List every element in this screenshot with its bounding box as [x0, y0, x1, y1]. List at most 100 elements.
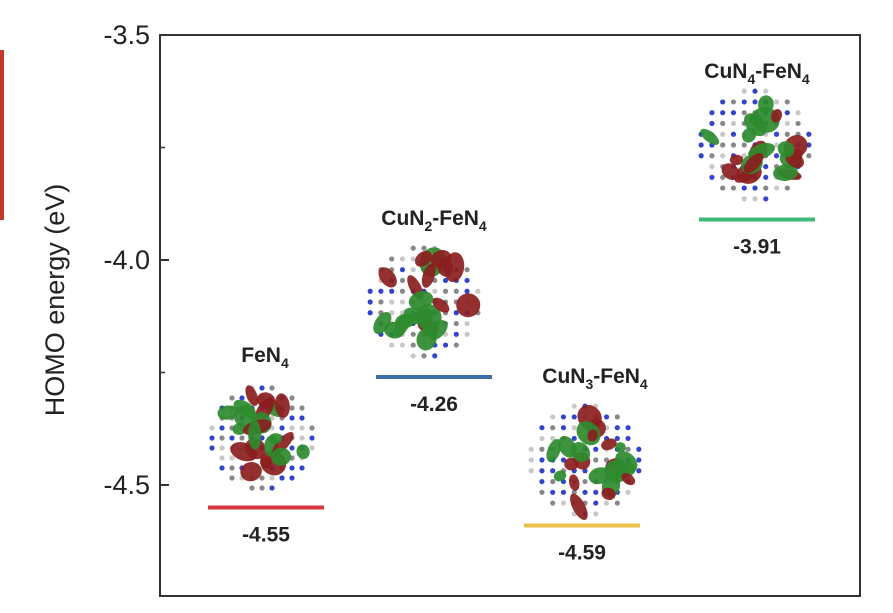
orbital-lobe-negative [743, 153, 764, 174]
orbital-lobe-positive [749, 113, 763, 127]
atom-dot [784, 120, 790, 127]
atom-dot [730, 110, 737, 116]
atom-dot [752, 196, 758, 202]
atom-dot [410, 245, 416, 251]
orbital-lobe-negative [568, 474, 580, 491]
atom-dot [773, 185, 780, 191]
atom-dot [720, 174, 726, 180]
atom-dot [720, 120, 726, 127]
atom-dot [763, 185, 769, 191]
orbital-lobe-positive [248, 419, 262, 450]
atom-dot [550, 478, 556, 485]
atom-dot [625, 425, 631, 431]
atom-dot [249, 485, 255, 491]
atom-dot [560, 500, 567, 506]
atom-dot [720, 99, 726, 105]
atom-dot [795, 120, 801, 127]
atom-dot [614, 414, 620, 420]
atom-dot [720, 131, 726, 137]
orbital-lobe-positive [394, 313, 411, 337]
orbital-lobe-negative [721, 163, 740, 181]
atom-dot [741, 153, 747, 159]
atom-dot [784, 185, 790, 191]
atom-dot [399, 267, 406, 273]
orbital-lobe-negative [564, 457, 579, 471]
y-tick-label: -4.0 [103, 245, 150, 275]
atom-dot [582, 468, 588, 474]
atom-dot [432, 288, 438, 294]
atom-dot [219, 465, 225, 471]
atom-dot [219, 445, 225, 451]
atom-dot [730, 131, 737, 137]
atom-dot [399, 342, 406, 348]
atom-dot [389, 256, 395, 262]
atom-dot [289, 445, 295, 451]
atom-dot [582, 478, 588, 485]
atom-dot [741, 185, 747, 191]
atom-dot [709, 120, 715, 127]
energy-value-label: -4.55 [242, 524, 290, 547]
molecule-orbital-image [209, 385, 315, 491]
atom-dot [289, 405, 295, 411]
orbital-lobe-positive [558, 435, 577, 458]
category-label: CuN2-FeN4 [381, 207, 487, 234]
atom-dot [453, 331, 459, 337]
atom-dot [720, 185, 726, 191]
atom-dot [614, 435, 620, 442]
atom-dot [410, 256, 416, 262]
atom-dot [289, 415, 295, 421]
atom-dot [720, 153, 726, 159]
atom-dot [560, 489, 567, 495]
atom-dot [741, 142, 747, 148]
atom-dot [453, 310, 459, 316]
atom-dot [593, 489, 599, 495]
category-label: CuN3-FeN4 [542, 365, 648, 392]
energy-value-label: -3.91 [733, 236, 781, 259]
atom-dot [259, 485, 265, 491]
atom-dot [784, 131, 790, 137]
orbital-lobe-negative [421, 263, 436, 288]
atom-dot [730, 142, 737, 148]
molecule-orbital-image [367, 245, 481, 359]
data-labels: -4.55 -4.26 -4.59 -3.91 FeN4 CuN2-FeN4 CuN3-Fe… [241, 60, 810, 565]
atom-dot [269, 385, 275, 391]
orbital-lobe-negative [729, 154, 744, 166]
energy-levels [208, 217, 815, 528]
atom-dot [625, 435, 631, 442]
atom-dot [603, 457, 610, 463]
atom-dot [528, 457, 534, 463]
atom-dot [773, 153, 780, 159]
atom-dot [453, 342, 459, 348]
orbital-lobe-positive [700, 128, 720, 145]
atom-dot [571, 435, 577, 442]
orbital-lobe-positive [296, 444, 310, 460]
atom-dot [528, 468, 534, 474]
atom-dot [614, 500, 620, 506]
atom-dot [550, 489, 556, 495]
atom-dot [410, 342, 416, 348]
atom-dot [367, 299, 373, 305]
orbital-lobe-negative [260, 456, 272, 469]
category-label: FeN4 [241, 344, 289, 371]
atom-dot [560, 457, 567, 463]
atom-dot [550, 414, 556, 420]
orbital-lobe-negative [601, 487, 616, 501]
orbital-lobe-negative [274, 393, 290, 418]
atom-dot [539, 457, 545, 463]
atom-dot [709, 163, 715, 170]
orbital-lobe-positive [268, 433, 283, 444]
plot-border [159, 34, 861, 597]
atom-dot [389, 288, 395, 294]
atom-dot [464, 320, 470, 327]
atom-dot [399, 256, 406, 262]
atom-dot [209, 425, 215, 431]
atom-dot [421, 245, 427, 251]
atom-dot [730, 185, 737, 191]
orbital-lobe-negative [456, 293, 481, 318]
atom-dot [309, 425, 315, 431]
atom-dot [399, 277, 406, 284]
orbital-lobe-positive [233, 404, 257, 428]
atom-dot [299, 425, 305, 431]
atom-dot [763, 88, 769, 94]
orbital-lobe-positive [553, 470, 567, 482]
